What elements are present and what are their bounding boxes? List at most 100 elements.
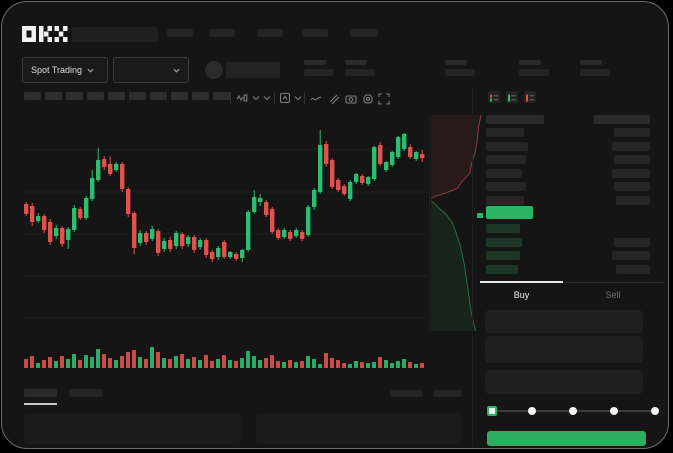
ruler-tool-icon[interactable]	[328, 93, 340, 105]
orderbook-view-both-icon[interactable]	[488, 91, 500, 103]
ask-row[interactable]	[486, 153, 650, 167]
candle-body	[252, 197, 257, 212]
candle-body	[66, 229, 71, 240]
bottom-action-skeleton[interactable]	[433, 390, 462, 397]
ask-row[interactable]	[486, 140, 650, 154]
camera-icon[interactable]	[345, 93, 357, 105]
volume-bar	[144, 359, 148, 368]
timeframe-button-skeleton[interactable]	[24, 92, 41, 100]
slider-step-25pct[interactable]	[528, 407, 536, 415]
volume-bar	[336, 360, 340, 368]
volume-bar	[72, 354, 76, 368]
last-price-bar[interactable]	[486, 206, 533, 219]
ask-row[interactable]	[486, 167, 650, 181]
timeframe-button-skeleton[interactable]	[150, 92, 167, 100]
buy-tab-indicator	[480, 281, 563, 283]
tabbar-divider	[480, 282, 663, 283]
candle-body	[114, 164, 119, 170]
depth-chart[interactable]	[429, 114, 483, 332]
bid-row[interactable]	[486, 222, 650, 236]
stat-value-skeleton	[519, 69, 549, 76]
ask-rows	[486, 126, 650, 207]
bid-row[interactable]	[486, 263, 650, 277]
timeframe-button-skeleton[interactable]	[129, 92, 146, 100]
volume-bar	[246, 351, 250, 368]
timeframe-button-skeleton[interactable]	[45, 92, 62, 100]
chevron-down-icon[interactable]	[263, 94, 271, 102]
buy-submit-button[interactable]	[487, 431, 646, 446]
nav-item-skeleton[interactable]	[209, 29, 235, 37]
candle-body	[156, 231, 161, 253]
candle-body	[384, 162, 389, 170]
bid-row[interactable]	[486, 249, 650, 263]
orderbook-amount-header-skeleton	[594, 115, 650, 124]
timeframe-button-skeleton[interactable]	[66, 92, 83, 100]
volume-bar	[396, 361, 400, 368]
nav-search-skeleton[interactable]	[72, 27, 158, 42]
timeframe-button-skeleton[interactable]	[108, 92, 125, 100]
candle-body	[210, 252, 215, 259]
orderbook-view-bids-icon[interactable]	[506, 91, 518, 103]
chevron-down-icon[interactable]	[294, 94, 302, 102]
nav-item-skeleton[interactable]	[257, 29, 283, 37]
price-input[interactable]	[485, 310, 643, 333]
candle-body	[288, 232, 293, 239]
candle-body	[276, 230, 281, 238]
nav-item-skeleton[interactable]	[167, 29, 193, 37]
stat-value-skeleton	[345, 69, 375, 76]
settings-icon[interactable]	[362, 93, 374, 105]
slider-step-75pct[interactable]	[610, 407, 618, 415]
candle-body	[294, 230, 299, 236]
candle-body	[84, 198, 89, 218]
toolbar-divider	[230, 92, 231, 104]
chevron-down-icon[interactable]	[252, 94, 260, 102]
timeframe-button-skeleton[interactable]	[192, 92, 209, 100]
total-input[interactable]	[485, 370, 643, 394]
market-type-dropdown[interactable]: Spot Trading	[22, 57, 108, 83]
bid-row-amount-skeleton	[616, 264, 650, 274]
volume-bar	[372, 362, 376, 368]
tab-buy[interactable]: Buy	[513, 290, 530, 300]
fullscreen-icon[interactable]	[378, 93, 390, 105]
volume-bar	[84, 355, 88, 368]
coin-icon	[205, 61, 223, 79]
candle-style-icon[interactable]	[236, 92, 248, 104]
orderbook-view-asks-icon[interactable]	[524, 91, 536, 103]
volume-bar	[138, 357, 142, 368]
slider-step-100pct[interactable]	[651, 407, 659, 415]
timeframe-button-skeleton[interactable]	[213, 92, 230, 100]
candle-body	[354, 174, 359, 182]
ask-row[interactable]	[486, 194, 650, 208]
volume-bar	[90, 357, 94, 368]
candle-body	[318, 145, 323, 192]
volume-bar	[186, 359, 190, 368]
volume-bar	[162, 358, 166, 368]
bid-row-price-skeleton	[486, 264, 518, 274]
candlestick-chart[interactable]	[22, 112, 428, 340]
bottom-action-skeleton[interactable]	[390, 390, 423, 397]
amount-input[interactable]	[485, 336, 643, 363]
slider-step-50pct[interactable]	[569, 407, 577, 415]
candle-body	[414, 152, 419, 159]
candle-body	[312, 190, 317, 207]
pair-dropdown[interactable]	[113, 57, 189, 83]
okx-logo[interactable]: OKX	[22, 26, 68, 43]
bottom-tab-active-skeleton[interactable]	[24, 389, 57, 397]
nav-item-skeleton[interactable]	[302, 29, 328, 37]
candle-body	[336, 180, 341, 190]
nav-item-skeleton[interactable]	[350, 29, 378, 37]
indicators-icon[interactable]	[279, 92, 291, 104]
ask-row[interactable]	[486, 126, 650, 140]
volume-bar	[342, 363, 346, 368]
timeframe-button-skeleton[interactable]	[171, 92, 188, 100]
tab-sell[interactable]: Sell	[605, 290, 621, 300]
bid-row[interactable]	[486, 236, 650, 250]
line-tool-icon[interactable]	[310, 93, 322, 105]
slider-handle-0pct[interactable]	[487, 406, 497, 416]
pair-name-skeleton	[226, 62, 280, 78]
timeframe-button-skeleton[interactable]	[87, 92, 104, 100]
ask-row[interactable]	[486, 180, 650, 194]
volume-bar	[360, 362, 364, 368]
bottom-tab-skeleton[interactable]	[69, 389, 103, 397]
